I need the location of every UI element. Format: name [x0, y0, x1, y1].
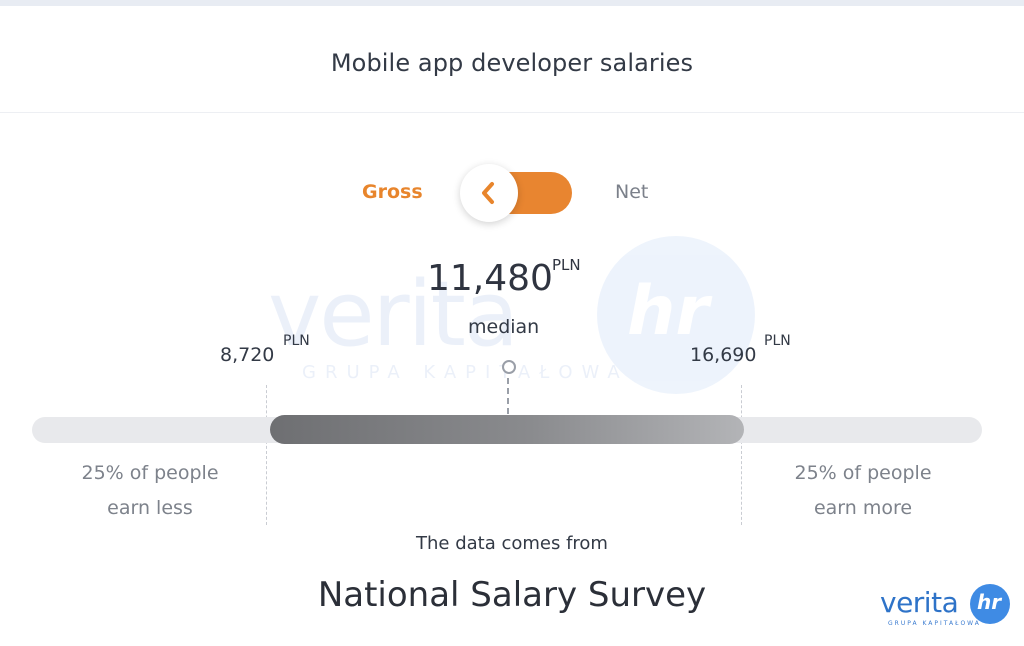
q1-unit: PLN	[283, 333, 310, 349]
switch-knob[interactable]	[460, 164, 518, 222]
source-intro: The data comes from	[416, 533, 608, 554]
watermark-subtitle: GRUPA KAPITAŁOWA	[302, 362, 629, 383]
top-strip	[0, 0, 1024, 6]
q3-value: 16,690	[690, 344, 757, 366]
net-label[interactable]: Net	[615, 181, 649, 203]
q3-dash-line	[741, 385, 742, 525]
earn-more-line1: 25% of people	[794, 462, 932, 484]
earn-less-line2: earn less	[107, 497, 193, 519]
q3-unit: PLN	[764, 333, 791, 349]
logo-circle	[970, 584, 1010, 624]
logo-mark: hr	[977, 590, 1002, 614]
q1-dash-line	[266, 385, 267, 525]
median-dash-line	[507, 378, 509, 414]
median-value: 11,480	[427, 258, 553, 299]
source-name[interactable]: National Salary Survey	[317, 575, 707, 615]
earn-less-text: 25% of people earn less	[30, 456, 270, 526]
q1-value: 8,720	[220, 344, 275, 366]
circle-marker-icon	[502, 360, 516, 374]
logo-subtitle: GRUPA KAPITAŁOWA	[888, 620, 981, 627]
salary-interquartile-bar	[270, 415, 744, 444]
earn-less-line1: 25% of people	[81, 462, 219, 484]
chevron-left-icon	[482, 182, 494, 204]
median-unit: PLN	[552, 256, 581, 274]
gross-label[interactable]: Gross	[362, 181, 423, 203]
gross-net-toggle-row: Gross Net	[0, 163, 1024, 223]
page-title: Mobile app developer salaries	[330, 49, 694, 77]
watermark-circle	[597, 236, 755, 394]
header: Mobile app developer salaries	[0, 6, 1024, 113]
logo-word: verita	[880, 586, 959, 619]
median-label: median	[468, 316, 540, 338]
watermark-mark: hr	[627, 272, 709, 351]
earn-more-line2: earn more	[813, 497, 913, 519]
earn-more-text: 25% of people earn more	[743, 456, 983, 526]
verita-hr-logo[interactable]: verita hr GRUPA KAPITAŁOWA	[880, 584, 1014, 634]
